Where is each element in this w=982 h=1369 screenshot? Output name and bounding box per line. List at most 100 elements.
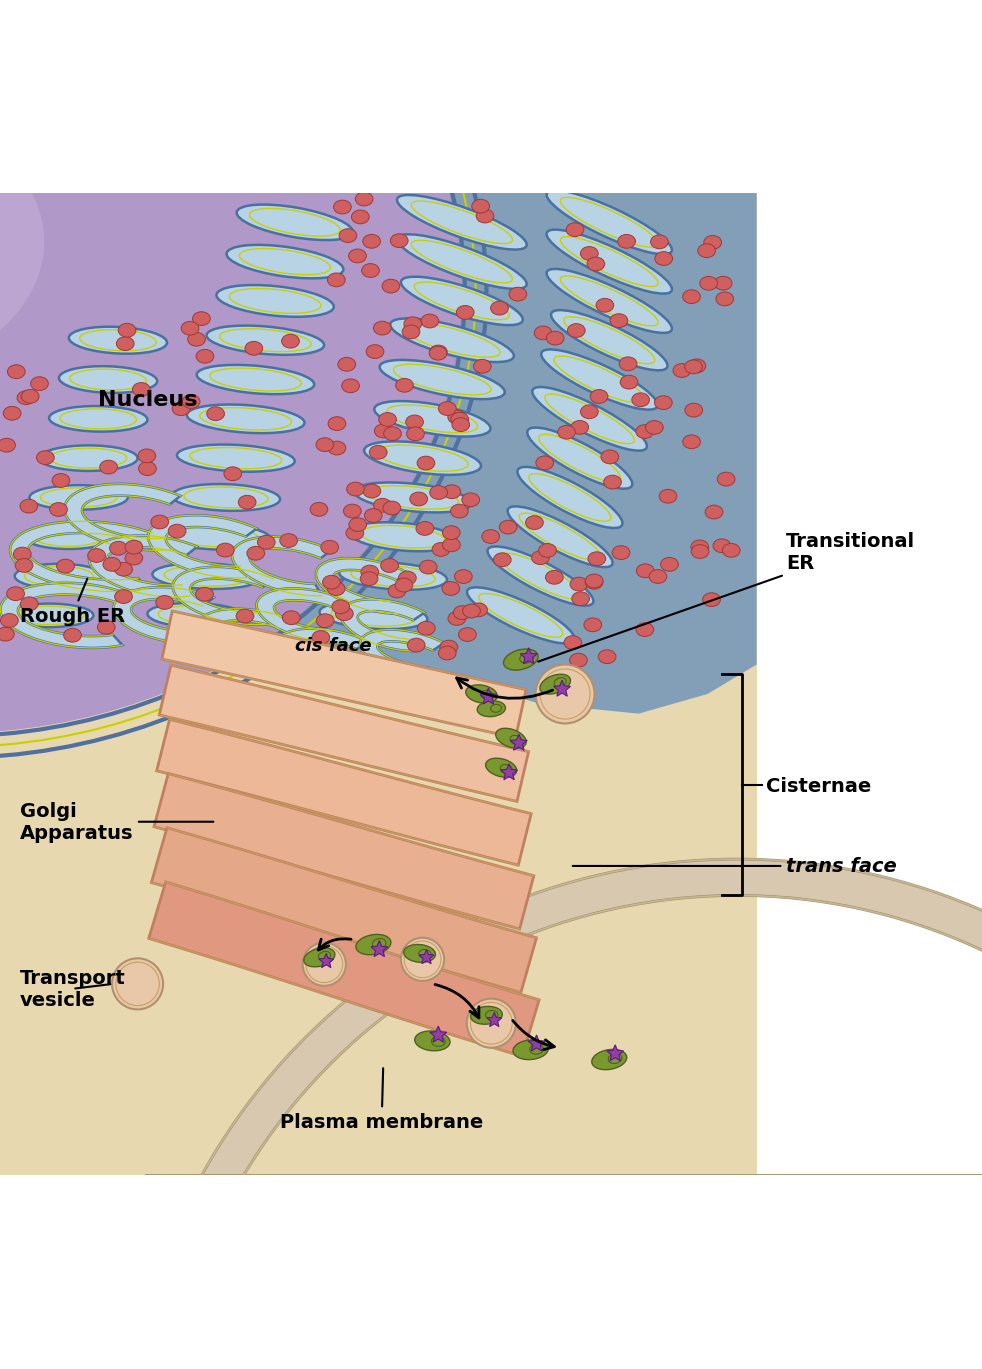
Ellipse shape bbox=[570, 653, 587, 668]
Ellipse shape bbox=[702, 593, 720, 606]
Circle shape bbox=[112, 958, 163, 1009]
Ellipse shape bbox=[50, 502, 68, 516]
Ellipse shape bbox=[15, 564, 103, 589]
Text: Transitional
ER: Transitional ER bbox=[538, 531, 914, 663]
Ellipse shape bbox=[344, 505, 361, 519]
Ellipse shape bbox=[546, 270, 672, 334]
Ellipse shape bbox=[527, 428, 631, 489]
Ellipse shape bbox=[570, 578, 587, 591]
Ellipse shape bbox=[419, 560, 437, 575]
Ellipse shape bbox=[503, 649, 538, 671]
Ellipse shape bbox=[487, 546, 593, 606]
Ellipse shape bbox=[196, 366, 314, 394]
Ellipse shape bbox=[660, 559, 678, 572]
Ellipse shape bbox=[349, 249, 366, 263]
Ellipse shape bbox=[30, 378, 48, 392]
Ellipse shape bbox=[650, 235, 668, 249]
Polygon shape bbox=[148, 516, 256, 578]
Ellipse shape bbox=[282, 611, 300, 624]
Ellipse shape bbox=[546, 230, 672, 294]
Ellipse shape bbox=[558, 426, 575, 439]
Ellipse shape bbox=[361, 264, 379, 278]
Ellipse shape bbox=[404, 318, 421, 331]
Ellipse shape bbox=[137, 449, 155, 463]
Polygon shape bbox=[145, 860, 982, 1328]
Ellipse shape bbox=[316, 615, 334, 628]
Polygon shape bbox=[0, 193, 756, 1176]
Ellipse shape bbox=[485, 1010, 498, 1020]
Ellipse shape bbox=[636, 564, 654, 578]
Ellipse shape bbox=[57, 560, 75, 574]
Ellipse shape bbox=[716, 293, 734, 307]
Ellipse shape bbox=[480, 691, 493, 700]
Ellipse shape bbox=[322, 576, 340, 590]
Polygon shape bbox=[418, 950, 434, 964]
Ellipse shape bbox=[682, 435, 700, 449]
Text: Plasma membrane: Plasma membrane bbox=[280, 1068, 483, 1131]
Ellipse shape bbox=[659, 490, 677, 504]
Ellipse shape bbox=[339, 563, 447, 590]
Ellipse shape bbox=[5, 604, 93, 627]
Polygon shape bbox=[173, 567, 273, 624]
Ellipse shape bbox=[572, 593, 589, 606]
Ellipse shape bbox=[510, 735, 521, 745]
Ellipse shape bbox=[332, 600, 350, 615]
Polygon shape bbox=[527, 1035, 545, 1051]
Ellipse shape bbox=[690, 545, 708, 559]
Ellipse shape bbox=[429, 346, 447, 360]
Ellipse shape bbox=[188, 333, 205, 346]
Ellipse shape bbox=[713, 539, 731, 553]
Ellipse shape bbox=[0, 96, 44, 390]
Polygon shape bbox=[486, 1013, 502, 1027]
Ellipse shape bbox=[29, 486, 128, 511]
Ellipse shape bbox=[508, 507, 612, 568]
Ellipse shape bbox=[224, 467, 242, 481]
Ellipse shape bbox=[546, 331, 564, 345]
Ellipse shape bbox=[195, 587, 213, 601]
Polygon shape bbox=[276, 628, 367, 682]
Ellipse shape bbox=[409, 493, 427, 507]
Polygon shape bbox=[756, 193, 982, 1176]
Ellipse shape bbox=[15, 559, 32, 572]
Text: Transport
vesicle: Transport vesicle bbox=[20, 968, 126, 1009]
Ellipse shape bbox=[246, 546, 264, 560]
Ellipse shape bbox=[612, 546, 629, 560]
Ellipse shape bbox=[525, 516, 543, 530]
Ellipse shape bbox=[172, 402, 190, 416]
Ellipse shape bbox=[69, 327, 167, 355]
Ellipse shape bbox=[36, 452, 54, 465]
Ellipse shape bbox=[327, 582, 345, 596]
Ellipse shape bbox=[404, 945, 435, 962]
Ellipse shape bbox=[310, 502, 328, 516]
Ellipse shape bbox=[162, 524, 270, 550]
Ellipse shape bbox=[319, 602, 427, 630]
Text: Cisternae: Cisternae bbox=[766, 776, 871, 795]
Ellipse shape bbox=[452, 418, 469, 433]
Ellipse shape bbox=[493, 553, 511, 567]
Ellipse shape bbox=[481, 530, 499, 543]
Ellipse shape bbox=[64, 628, 82, 642]
Ellipse shape bbox=[567, 324, 584, 338]
Ellipse shape bbox=[187, 405, 304, 434]
Ellipse shape bbox=[52, 474, 70, 487]
Polygon shape bbox=[162, 612, 525, 738]
Ellipse shape bbox=[20, 500, 37, 513]
Polygon shape bbox=[114, 587, 214, 643]
Ellipse shape bbox=[338, 357, 355, 372]
Polygon shape bbox=[89, 535, 197, 597]
Ellipse shape bbox=[110, 542, 128, 556]
Ellipse shape bbox=[311, 631, 329, 645]
Ellipse shape bbox=[39, 446, 137, 471]
Ellipse shape bbox=[417, 622, 435, 635]
Ellipse shape bbox=[717, 472, 735, 486]
Ellipse shape bbox=[645, 422, 663, 435]
Ellipse shape bbox=[397, 235, 526, 289]
Ellipse shape bbox=[654, 396, 672, 409]
Ellipse shape bbox=[133, 383, 150, 397]
Ellipse shape bbox=[156, 596, 174, 609]
Ellipse shape bbox=[469, 604, 487, 617]
Ellipse shape bbox=[8, 366, 26, 379]
Ellipse shape bbox=[443, 485, 461, 500]
Ellipse shape bbox=[697, 244, 715, 259]
Circle shape bbox=[401, 938, 444, 982]
